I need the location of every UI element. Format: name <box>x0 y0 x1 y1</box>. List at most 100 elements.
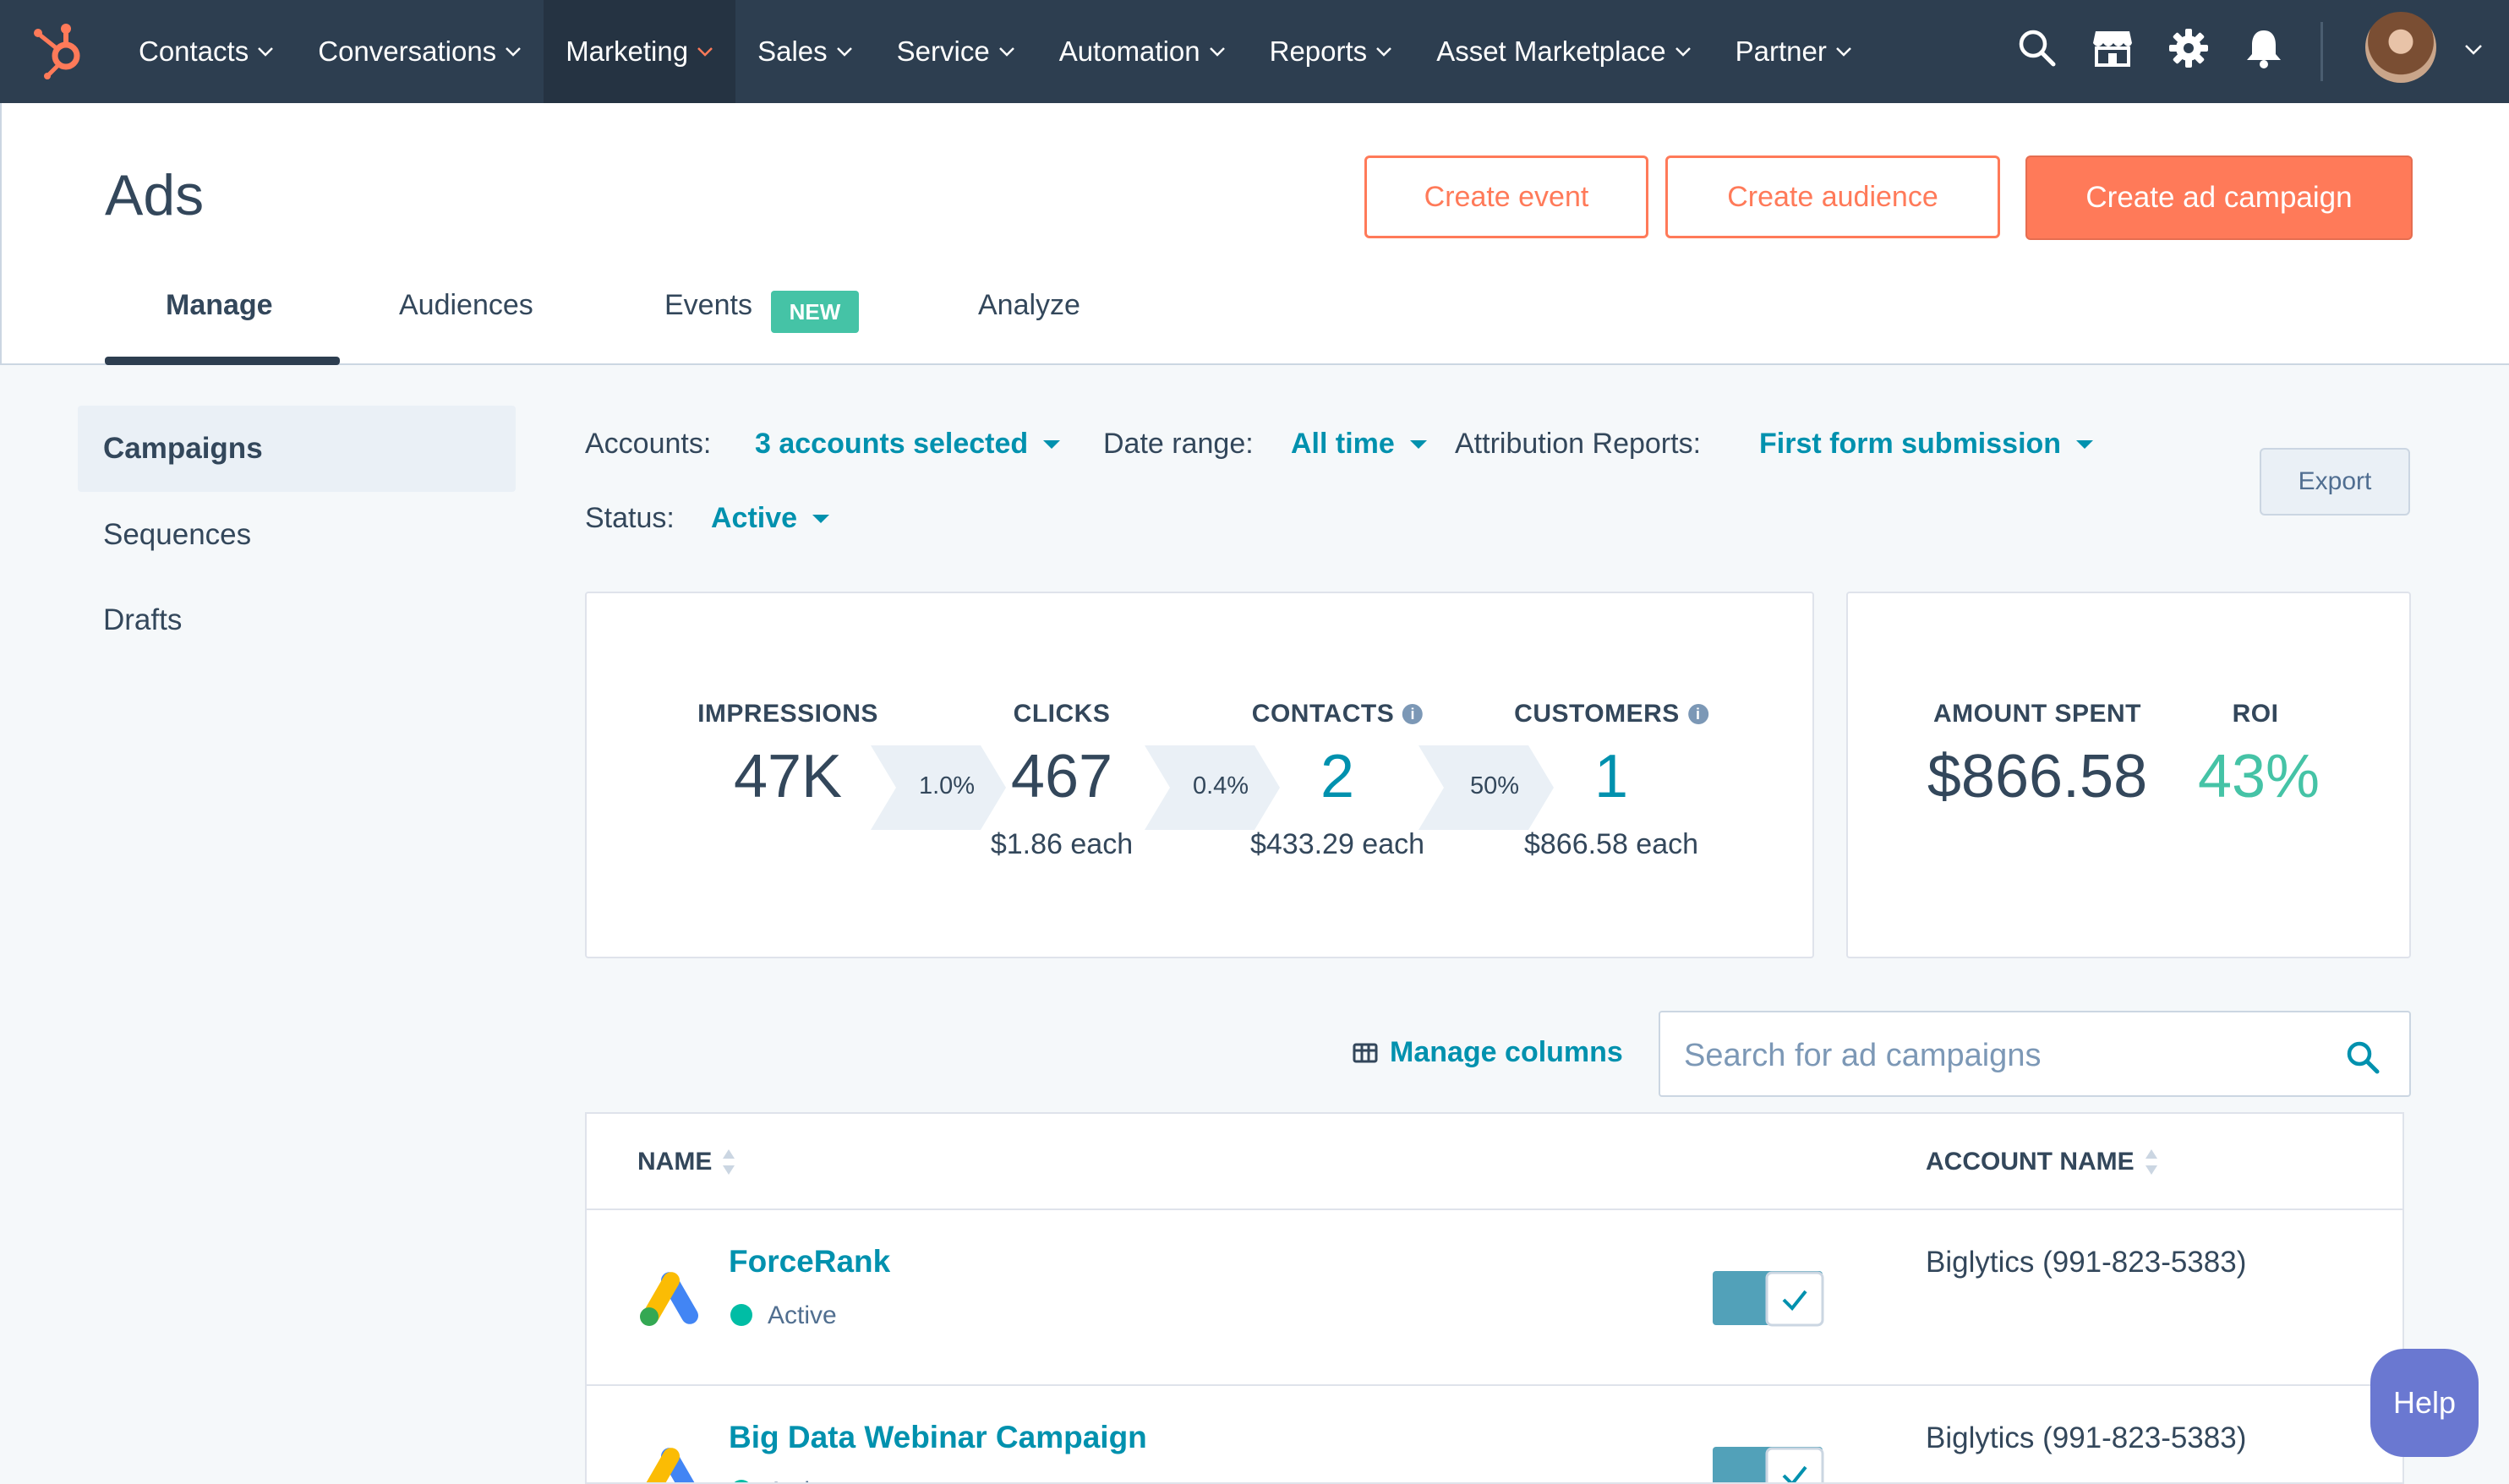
nav-sales[interactable]: Sales <box>735 0 875 103</box>
status-dot <box>730 1480 752 1482</box>
chevron-down-icon <box>1835 47 1851 57</box>
tab-analyze[interactable]: Analyze <box>978 289 1080 321</box>
create-audience-button[interactable]: Create audience <box>1665 155 2000 238</box>
nav-marketing-label: Marketing <box>566 35 689 67</box>
funnel-arrow-icon <box>1145 745 1280 830</box>
attribution-reports-label: Attribution Reports: <box>1455 428 1702 460</box>
chevron-down-icon <box>998 47 1014 57</box>
help-button[interactable]: Help <box>2370 1349 2479 1457</box>
avatar[interactable] <box>2365 12 2436 83</box>
page-header: Ads Create event Create audience Create … <box>0 103 2509 365</box>
accounts-filter-value: 3 accounts selected <box>755 428 1029 460</box>
nav-service[interactable]: Service <box>875 0 1037 103</box>
attribution-reports-value: First form submission <box>1759 428 2062 460</box>
sidebar-item-campaigns[interactable]: Campaigns <box>78 406 516 492</box>
campaigns-table: NAME ACCOUNT NAME ForceRank Active Bigly… <box>585 1112 2404 1484</box>
manage-columns-button[interactable]: Manage columns <box>1353 1036 1623 1069</box>
campaign-status: Active <box>768 1301 837 1329</box>
info-icon[interactable]: i <box>1402 704 1424 724</box>
chevron-down-icon <box>1209 47 1225 57</box>
columns-icon <box>1353 1043 1378 1062</box>
page-title: Ads <box>105 163 205 227</box>
contacts-cost-each: $433.29 each <box>1249 828 1425 860</box>
tab-manage[interactable]: Manage <box>166 289 273 321</box>
sort-icon <box>723 1149 735 1175</box>
impressions-label-text: IMPRESSIONS <box>697 700 878 728</box>
account-name-column-header[interactable]: ACCOUNT NAME <box>1926 1148 2158 1176</box>
customers-label: CUSTOMERS i <box>1514 700 1708 728</box>
campaign-toggle[interactable] <box>1711 1445 1824 1484</box>
contacts-value[interactable]: 2 <box>1320 743 1355 810</box>
name-column-header[interactable]: NAME <box>637 1148 735 1176</box>
caret-down-icon <box>1043 439 1061 449</box>
campaign-name-link[interactable]: ForceRank <box>729 1244 891 1279</box>
customers-value[interactable]: 1 <box>1593 743 1629 810</box>
chevron-down-icon[interactable] <box>2464 44 2483 56</box>
active-tab-indicator <box>105 357 340 365</box>
marketplace-icon[interactable] <box>2091 26 2135 70</box>
nav-contacts[interactable]: Contacts <box>117 0 296 103</box>
manage-columns-label: Manage columns <box>1390 1036 1623 1068</box>
nav-marketing[interactable]: Marketing <box>544 0 736 103</box>
status-filter-label: Status: <box>585 502 675 534</box>
new-badge: NEW <box>771 291 859 333</box>
nav-asset-marketplace-label: Asset Marketplace <box>1436 35 1666 67</box>
nav-automation[interactable]: Automation <box>1037 0 1248 103</box>
account-name-column-header-label: ACCOUNT NAME <box>1926 1148 2135 1176</box>
date-range-value: All time <box>1291 428 1395 460</box>
search-icon[interactable] <box>2015 26 2059 70</box>
nav-partner[interactable]: Partner <box>1714 0 1874 103</box>
name-column-header-label: NAME <box>637 1148 713 1176</box>
info-icon[interactable]: i <box>1687 704 1708 724</box>
sidebar-item-sequences[interactable]: Sequences <box>78 492 516 578</box>
sidebar-item-drafts[interactable]: Drafts <box>78 577 516 663</box>
clicks-label: CLICKS <box>1014 700 1111 728</box>
accounts-filter-label: Accounts: <box>585 428 712 460</box>
search-input[interactable]: Search for ad campaigns <box>1659 1011 2411 1097</box>
create-event-button[interactable]: Create event <box>1364 155 1648 238</box>
roi-label-text: ROI <box>2232 700 2279 728</box>
nav-reports[interactable]: Reports <box>1248 0 1415 103</box>
nav-conversations[interactable]: Conversations <box>296 0 544 103</box>
accounts-filter-dropdown[interactable]: 3 accounts selected <box>755 428 1061 461</box>
search-icon[interactable] <box>2345 1039 2381 1075</box>
campaign-name-link[interactable]: Big Data Webinar Campaign <box>729 1420 1147 1454</box>
nav-conversations-label: Conversations <box>318 35 497 67</box>
campaign-toggle[interactable] <box>1711 1269 1824 1327</box>
click-rate: 1.0% <box>918 772 976 799</box>
tab-audiences[interactable]: Audiences <box>399 289 533 321</box>
sidebar-item-label: Drafts <box>103 603 183 636</box>
clicks-cost-each: $1.86 each <box>990 828 1134 860</box>
nav-sales-label: Sales <box>757 35 828 67</box>
clicks-label-text: CLICKS <box>1013 700 1111 728</box>
date-range-label: Date range: <box>1103 428 1254 460</box>
account-name: Biglytics (991-823-5383) <box>1926 1246 2247 1279</box>
attribution-reports-dropdown[interactable]: First form submission <box>1759 428 2094 461</box>
export-button[interactable]: Export <box>2260 448 2410 516</box>
amount-spent-value: $866.58 <box>1927 743 2148 810</box>
nav-automation-label: Automation <box>1058 35 1200 67</box>
row-divider <box>587 1208 2402 1210</box>
gear-icon[interactable] <box>2167 26 2211 70</box>
status-filter-dropdown[interactable]: Active <box>711 502 830 535</box>
chevron-down-icon <box>258 47 274 57</box>
nav-contacts-label: Contacts <box>139 35 249 67</box>
chevron-down-icon <box>836 47 852 57</box>
caret-down-icon <box>1409 439 1427 449</box>
date-range-dropdown[interactable]: All time <box>1291 428 1427 461</box>
hubspot-logo-icon[interactable] <box>29 15 93 79</box>
impressions-value: 47K <box>733 743 843 810</box>
roi-value: 43% <box>2197 743 2320 810</box>
customer-rate: 50% <box>1469 772 1520 799</box>
nav-asset-marketplace[interactable]: Asset Marketplace <box>1414 0 1713 103</box>
tab-events[interactable]: Events <box>664 289 752 321</box>
search-placeholder: Search for ad campaigns <box>1684 1038 2042 1073</box>
sort-icon <box>2145 1149 2157 1175</box>
create-ad-campaign-button[interactable]: Create ad campaign <box>2025 155 2413 240</box>
bell-icon[interactable] <box>2242 26 2286 70</box>
caret-down-icon <box>812 514 830 523</box>
amount-spent-label-text: AMOUNT SPENT <box>1933 700 2141 728</box>
nav-service-label: Service <box>896 35 990 67</box>
funnel-arrow-icon <box>1418 745 1554 830</box>
spend-roi-card: AMOUNT SPENT $866.58 ROI 43% <box>1846 592 2411 958</box>
